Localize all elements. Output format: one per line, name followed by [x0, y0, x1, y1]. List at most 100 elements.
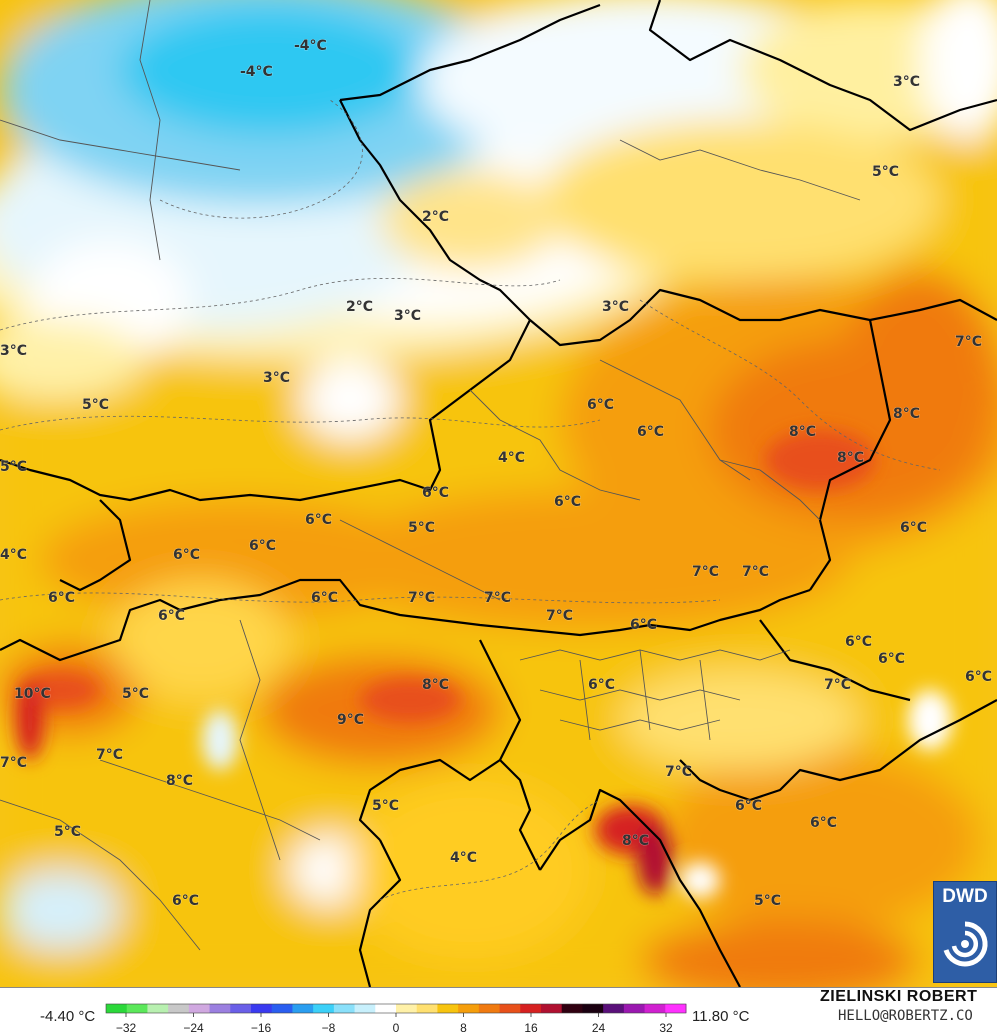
temp-label: 6°C [158, 608, 185, 624]
temp-label: 6°C [900, 520, 927, 536]
color-scale-segment [271, 1004, 293, 1013]
color-scale-segment [499, 1004, 521, 1013]
dwd-logo: DWD [933, 881, 997, 983]
temp-label: 6°C [845, 634, 872, 650]
color-scale-segment [292, 1004, 314, 1013]
color-scale-segment [354, 1004, 376, 1013]
temp-label: 6°C [810, 815, 837, 831]
temp-label: 6°C [305, 512, 332, 528]
color-scale-tick-label: −24 [183, 1021, 204, 1035]
temp-label: 3°C [893, 74, 920, 90]
color-scale-segment [375, 1004, 397, 1013]
color-scale-segment [561, 1004, 583, 1013]
country-borders [0, 0, 997, 987]
isotherms [0, 99, 941, 901]
temperature-field [0, 0, 997, 987]
region-borders [0, 0, 861, 951]
author-name: ZIELINSKI ROBERT [820, 988, 978, 1005]
temp-label: 7°C [484, 590, 511, 606]
color-scale-tick-label: 16 [524, 1021, 538, 1035]
temp-label: 7°C [665, 764, 692, 780]
temp-label: 6°C [422, 485, 449, 501]
color-scale-segment [230, 1004, 252, 1013]
temp-label: 7°C [692, 564, 719, 580]
color-scale-segment [582, 1004, 604, 1013]
temp-label: 6°C [249, 538, 276, 554]
temp-label: 5°C [122, 686, 149, 702]
temp-label: 6°C [878, 651, 905, 667]
min-value-label: -4.40 °C [40, 1008, 96, 1025]
temp-label: 7°C [0, 755, 27, 771]
temp-label: 7°C [96, 747, 123, 763]
temp-label: 8°C [622, 833, 649, 849]
temp-label: 3°C [263, 370, 290, 386]
color-scale-segment [333, 1004, 356, 1013]
color-scale-segment [313, 1004, 335, 1013]
color-scale-segment [147, 1004, 169, 1013]
temp-label: 6°C [735, 798, 762, 814]
temp-label: 6°C [588, 677, 615, 693]
temp-label: 5°C [372, 798, 399, 814]
dwd-logo-text: DWD [942, 886, 988, 907]
temp-label: 4°C [0, 547, 27, 563]
temp-label: 7°C [824, 677, 851, 693]
map-canvas: -4°C -4°C 3°C 5°C 2°C 2°C 3°C 3°C 3°C 7°… [0, 0, 997, 987]
temp-label: -4°C [240, 64, 273, 80]
color-scale-segment [665, 1004, 687, 1013]
color-scale-tick-label: −16 [251, 1021, 272, 1035]
color-scale-segment [209, 1004, 231, 1013]
max-value-label: 11.80 °C [692, 1008, 750, 1025]
color-scale-segment [251, 1004, 273, 1013]
color-scale-segment [644, 1004, 666, 1013]
color-scale-segment [603, 1004, 625, 1013]
temp-label: 7°C [408, 590, 435, 606]
temp-label: 3°C [394, 308, 421, 324]
temp-label: 2°C [422, 209, 449, 225]
temp-label: 5°C [82, 397, 109, 413]
color-scale-segment [396, 1004, 418, 1013]
color-scale-segment [126, 1004, 148, 1013]
color-scale-segment [168, 1004, 190, 1013]
temp-label: 6°C [173, 547, 200, 563]
temp-label: 3°C [0, 343, 27, 359]
temp-label: 6°C [48, 590, 75, 606]
author-email: HELLO@ROBERTZ.CO [838, 1008, 973, 1024]
temp-label: 7°C [955, 334, 982, 350]
temp-label: 8°C [789, 424, 816, 440]
temp-label: 6°C [637, 424, 664, 440]
temp-label: 5°C [754, 893, 781, 909]
color-scale-tick-label: −32 [116, 1021, 137, 1035]
color-scale-tick-label: −8 [322, 1021, 336, 1035]
color-scale-segment [188, 1004, 211, 1013]
temp-label: 4°C [450, 850, 477, 866]
temperature-labels: -4°C -4°C 3°C 5°C 2°C 2°C 3°C 3°C 3°C 7°… [0, 38, 993, 910]
temp-label: 7°C [742, 564, 769, 580]
color-scale-tick-label: 32 [659, 1021, 673, 1035]
color-scale-segment [478, 1004, 501, 1013]
color-scale-segment [416, 1004, 438, 1013]
legend-footer: -4.40 °C −32 −24 −16 −8 0 8 16 24 32 11.80 °C ZI… [0, 987, 997, 1036]
temp-label: 8°C [166, 773, 193, 789]
temp-label: 2°C [346, 299, 373, 315]
color-scale-segment [437, 1004, 459, 1013]
hot-spots [16, 430, 952, 898]
color-scale-tick-label: 24 [592, 1021, 606, 1035]
temp-label: 8°C [893, 406, 920, 422]
temp-label: -4°C [294, 38, 327, 54]
temp-label: 10°C [14, 686, 51, 702]
color-scale-segment [458, 1004, 480, 1013]
temp-label: 6°C [587, 397, 614, 413]
color-scale-segment [520, 1004, 542, 1013]
color-scale-tick-label: 0 [393, 1021, 400, 1035]
temp-label: 5°C [0, 459, 27, 475]
temp-label: 5°C [872, 164, 899, 180]
temp-label: 6°C [554, 494, 581, 510]
temp-label: 8°C [422, 677, 449, 693]
swirl-icon [943, 921, 988, 967]
temp-label: 3°C [602, 299, 629, 315]
color-scale: −32 −24 −16 −8 0 8 16 24 32 [105, 1003, 687, 1035]
temp-label: 6°C [311, 590, 338, 606]
temp-label: 6°C [965, 669, 992, 685]
color-scale-tick-label: 8 [460, 1021, 467, 1035]
temp-label: 5°C [54, 824, 81, 840]
